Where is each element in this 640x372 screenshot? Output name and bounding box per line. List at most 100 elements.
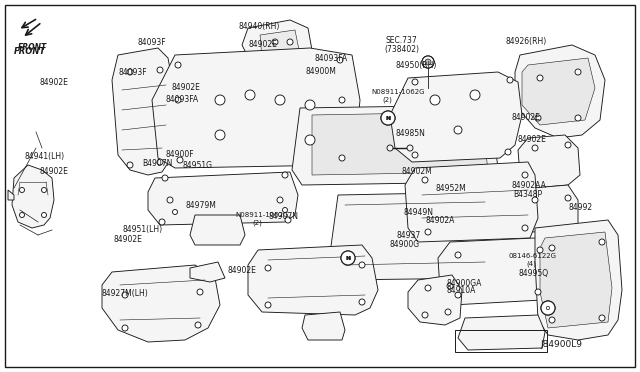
Circle shape [162,175,168,181]
Circle shape [507,77,513,83]
Text: (738402): (738402) [384,45,419,54]
Text: N: N [346,256,351,260]
Polygon shape [152,48,360,168]
Circle shape [337,57,343,63]
Circle shape [599,315,605,321]
Circle shape [265,265,271,271]
Circle shape [272,39,278,45]
Circle shape [122,325,128,331]
Circle shape [549,245,555,251]
Circle shape [599,239,605,245]
Circle shape [447,283,453,289]
Polygon shape [260,30,300,58]
Text: 84940(RH): 84940(RH) [238,22,280,31]
Text: 84902E: 84902E [517,135,546,144]
Text: (2): (2) [383,96,392,103]
Circle shape [412,79,418,85]
Circle shape [422,177,428,183]
Polygon shape [515,45,605,138]
Circle shape [470,90,480,100]
Text: 84952M: 84952M [435,185,466,193]
Circle shape [541,301,555,315]
Circle shape [197,289,203,295]
Circle shape [282,208,287,212]
Text: 84985N: 84985N [396,129,426,138]
Polygon shape [518,135,580,188]
Polygon shape [522,58,595,125]
Circle shape [265,302,271,308]
Circle shape [532,145,538,151]
Text: 84902E: 84902E [172,83,200,92]
Circle shape [173,209,177,215]
Text: 84902E: 84902E [248,40,277,49]
Circle shape [425,59,431,65]
Circle shape [285,217,291,223]
Text: 84910A: 84910A [447,286,476,295]
Text: 84992: 84992 [568,203,593,212]
Text: O: O [546,305,550,311]
Circle shape [245,90,255,100]
Text: 84902AA: 84902AA [512,182,547,190]
Circle shape [537,247,543,253]
Polygon shape [540,232,612,328]
Polygon shape [312,112,488,175]
Text: 84093F: 84093F [138,38,166,47]
Circle shape [175,97,181,103]
Text: 84900GA: 84900GA [447,279,482,288]
Text: N: N [386,115,390,121]
Text: 84902E: 84902E [40,78,68,87]
Circle shape [535,289,541,295]
Polygon shape [242,20,312,75]
Circle shape [19,187,24,192]
Circle shape [359,299,365,305]
Circle shape [455,252,461,258]
Circle shape [341,251,355,265]
Circle shape [127,69,133,75]
Circle shape [422,312,428,318]
Circle shape [42,187,47,192]
Text: 84951G: 84951G [182,161,212,170]
Text: 84902A: 84902A [426,216,455,225]
Text: 84900M: 84900M [306,67,337,76]
Polygon shape [102,265,220,342]
Circle shape [430,95,440,105]
Polygon shape [292,105,498,185]
Circle shape [455,292,461,298]
Circle shape [275,95,285,105]
Circle shape [565,142,571,148]
Circle shape [387,145,393,151]
Polygon shape [328,192,500,280]
Text: O: O [546,305,550,311]
Polygon shape [458,315,545,350]
Text: SEC.737: SEC.737 [385,36,417,45]
Circle shape [127,162,133,168]
Circle shape [359,262,365,268]
Text: 84900G: 84900G [389,240,419,249]
Polygon shape [12,165,54,228]
Text: N08911-1062G: N08911-1062G [236,212,289,218]
Text: 84937: 84937 [397,231,421,240]
Polygon shape [148,172,298,225]
Text: FRONT: FRONT [14,48,46,57]
Text: 84093F: 84093F [118,68,147,77]
Circle shape [159,219,165,225]
Text: (2): (2) [253,219,262,226]
Polygon shape [112,48,172,175]
Circle shape [522,172,528,178]
Circle shape [425,285,431,291]
Circle shape [535,115,541,121]
Circle shape [575,69,581,75]
Polygon shape [190,262,225,282]
Circle shape [565,195,571,201]
Circle shape [425,59,431,65]
Circle shape [422,56,434,68]
Circle shape [341,251,355,265]
Circle shape [532,197,538,203]
Circle shape [505,149,511,155]
Circle shape [167,197,173,203]
Text: 84902E: 84902E [227,266,256,275]
Circle shape [157,67,163,73]
Circle shape [277,197,283,203]
Text: 84902E: 84902E [114,235,143,244]
Text: 84950(RH): 84950(RH) [396,61,437,70]
